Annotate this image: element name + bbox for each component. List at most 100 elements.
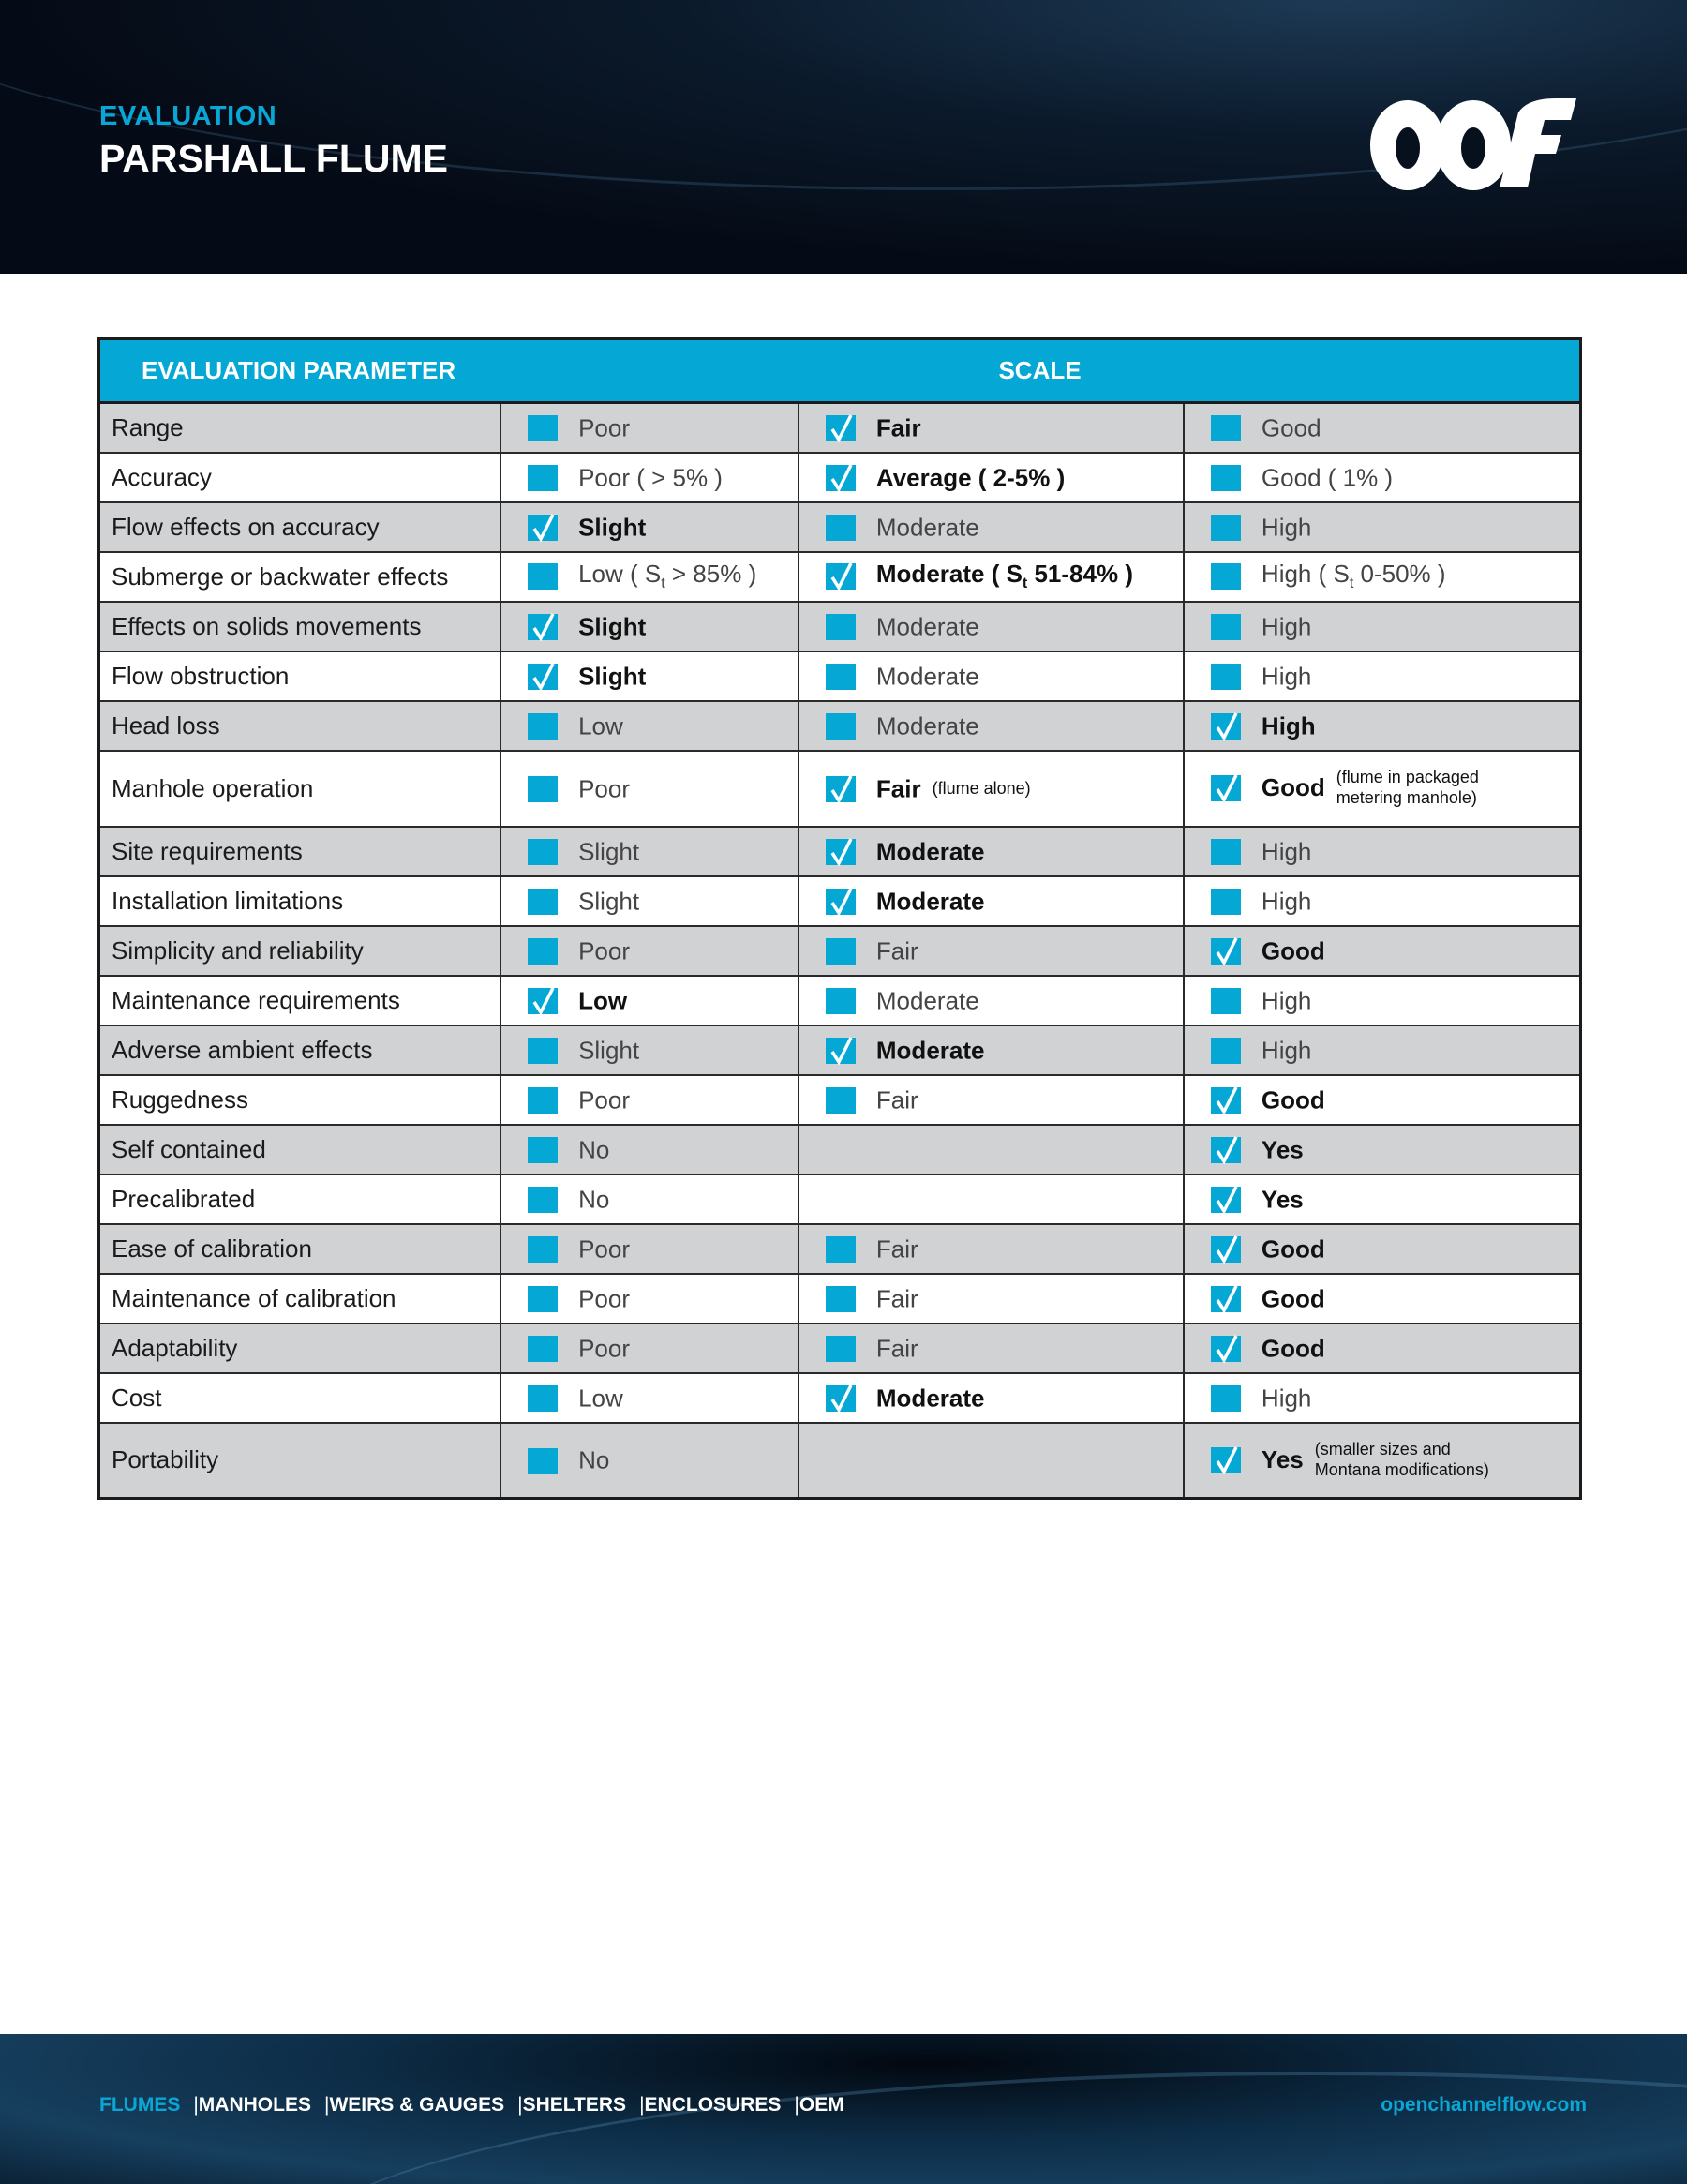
label-text: High [1261,986,1312,1015]
parameter-cell: Effects on solids movements [97,600,502,652]
scale-note: (flume alone) [932,779,1031,799]
label-text: Fair [875,774,921,803]
parameter-cell: Range [97,401,502,454]
footer-nav: FLUMES |MANHOLES |WEIRS & GAUGES |SHELTERS |… [99,2094,844,2117]
unchecked-checkbox-icon [528,1384,559,1412]
nav-separator: | [794,2094,799,2116]
scale-label: No [578,1135,609,1163]
label-rest: 51-84% ) [1027,560,1133,589]
website-link[interactable]: openchannelflow.com [1381,2094,1587,2116]
scale-label: Good [1262,1085,1325,1114]
unchecked-checkbox-icon [1210,1384,1241,1412]
scale-label: Poor [578,774,630,802]
unchecked-checkbox-icon [1210,613,1241,640]
scale-cell: Good [1182,1222,1582,1275]
scale-label: Slight [578,662,646,690]
label-text: Slight [578,612,647,641]
scale-label: Moderate [876,711,979,740]
table-row: Effects on solids movements Slight Moderat… [97,600,1582,652]
table-row: Flow obstruction Slight Moderate High [97,650,1582,702]
scale-label: Yes [1262,1135,1304,1163]
scale-note: (smaller sizes and Montana modifications… [1314,1440,1489,1479]
scale-label: Fair [876,774,921,802]
table-row: Maintenance requirements Low Moderate High [97,974,1582,1026]
unchecked-checkbox-icon [528,1037,559,1064]
label-text: Good [1261,1234,1325,1264]
scale-label: Poor [578,936,630,965]
scale-cell: Good ( 1% ) [1182,451,1582,503]
unchecked-checkbox-icon [825,937,856,965]
scale-cell: Fair [797,1073,1185,1126]
scale-cell: Moderate [797,825,1185,877]
label-text: No [578,1185,610,1214]
parameter-cell: Maintenance requirements [97,974,502,1026]
header-scale: SCALE [500,338,1581,404]
scale-label: Moderate [876,837,985,865]
scale-cell: Yes [1182,1123,1582,1175]
scale-cell: Good (flume in packaged metering manhole) [1182,749,1582,828]
scale-cell: Low [500,699,799,752]
scale-label: Moderate [876,612,979,640]
table-row: Installation limitations Slight Moderate Hi… [97,875,1582,927]
scale-label: Good [1262,774,1325,802]
table-row: Simplicity and reliability Poor Fair Good [97,924,1582,977]
checked-checkbox-icon [528,987,559,1016]
parameter-cell: Simplicity and reliability [97,924,502,977]
footer-nav-enclosures[interactable]: ENCLOSURES [644,2094,782,2116]
table-row: Cost Low Moderate High [97,1371,1582,1424]
scale-cell: Average ( 2-5% ) [797,451,1185,503]
unchecked-checkbox-icon [528,712,559,740]
parameter-cell: Portability [97,1421,502,1500]
parameter-cell: Ease of calibration [97,1222,502,1275]
scale-label: Slight [578,887,639,915]
scale-label: Poor ( > 5% ) [578,463,723,491]
unchecked-checkbox-icon [528,937,559,965]
scale-label: Fair [876,1085,918,1114]
footer-nav-shelters[interactable]: SHELTERS [522,2094,627,2116]
unchecked-checkbox-icon [528,1235,559,1263]
unchecked-checkbox-icon [825,1285,856,1312]
label-text: Moderate [875,1036,985,1065]
scale-label: No [578,1446,609,1474]
footer-nav-manholes[interactable]: MANHOLES [198,2094,311,2116]
footer-nav-oem[interactable]: OEM [799,2094,844,2116]
scale-cell: Good [1182,401,1582,454]
evaluation-table: EVALUATION PARAMETER SCALE Range Poor Fair… [97,337,1582,1500]
scale-label: Fair [876,1334,918,1362]
table-row: Adverse ambient effects Slight Moderate Hig… [97,1024,1582,1076]
label-text: Poor [578,1085,630,1114]
parameter-cell: Accuracy [97,451,502,503]
checked-checkbox-icon [825,1384,856,1414]
scale-cell: Poor [500,1073,799,1126]
label-rest: 0-50% ) [1353,560,1446,589]
checked-checkbox-icon [1210,1136,1241,1165]
footer-nav-flumes[interactable]: FLUMES [99,2094,181,2116]
scale-cell: Fair [797,924,1185,977]
scale-cell: Poor [500,1272,799,1324]
parameter-cell: Flow obstruction [97,650,502,702]
table-row: Manhole operation Poor Fair (flume alone) Go… [97,749,1582,828]
table-row: Ruggedness Poor Fair Good [97,1073,1582,1126]
scale-cell: Fair [797,1272,1185,1324]
scale-label: Moderate [876,662,979,690]
unchecked-checkbox-icon [825,613,856,640]
scale-cell: No [500,1421,799,1500]
scale-label: Yes [1262,1185,1304,1213]
footer-nav-weirs-gauges[interactable]: WEIRS & GAUGES [329,2094,505,2116]
scale-label: High [1262,711,1316,740]
label-text: Moderate ( S [875,560,1023,589]
parameter-cell: Submerge or backwater effects [97,550,502,603]
scale-cell: High [1182,699,1582,752]
empty-cell [797,1173,1185,1225]
scale-cell: No [500,1123,799,1175]
checked-checkbox-icon [825,562,856,591]
label-text: High [1261,1036,1312,1065]
checked-checkbox-icon [1210,1445,1241,1475]
scale-label: Poor [578,1085,630,1114]
unchecked-checkbox-icon [528,1086,559,1114]
scale-label: No [578,1185,609,1213]
unchecked-checkbox-icon [528,563,559,590]
scale-label: Fair [876,936,918,965]
unchecked-checkbox-icon [825,1335,856,1362]
label-text: Poor [578,774,630,803]
